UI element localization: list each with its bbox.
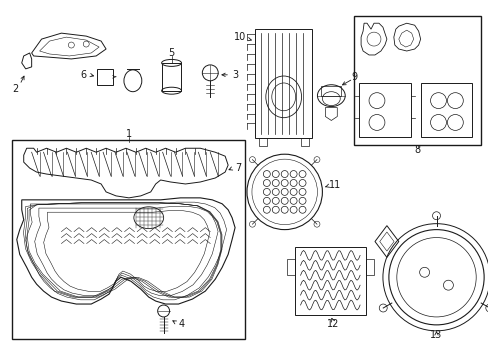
Text: 3: 3 — [232, 70, 238, 80]
Bar — [162, 63, 181, 91]
Bar — [294, 247, 366, 315]
Text: 12: 12 — [327, 319, 340, 329]
Text: 10: 10 — [234, 32, 246, 42]
Bar — [287, 260, 294, 275]
Bar — [255, 29, 313, 138]
Bar — [420, 83, 472, 137]
Bar — [321, 86, 341, 96]
Text: 13: 13 — [430, 330, 442, 340]
Text: 11: 11 — [329, 180, 342, 190]
Bar — [97, 69, 113, 85]
Text: 6: 6 — [80, 70, 86, 80]
Text: 7: 7 — [235, 163, 242, 173]
Text: 9: 9 — [351, 72, 357, 82]
Bar — [259, 138, 267, 146]
Text: 1: 1 — [126, 129, 132, 139]
Bar — [300, 138, 309, 146]
Text: 4: 4 — [178, 319, 185, 329]
Bar — [12, 140, 245, 339]
Text: 5: 5 — [169, 48, 175, 58]
Text: 8: 8 — [415, 145, 421, 155]
Bar — [354, 16, 481, 145]
Bar — [366, 260, 374, 275]
Bar — [359, 83, 411, 137]
Text: 2: 2 — [13, 84, 19, 94]
